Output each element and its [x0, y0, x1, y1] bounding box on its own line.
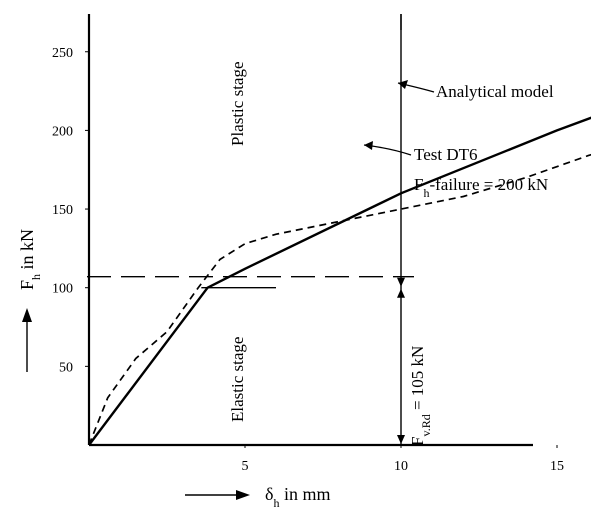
x-axis-arrow-head — [236, 490, 250, 500]
elastic-stage-label: Elastic stage — [228, 337, 247, 422]
y-tick-label: 200 — [52, 124, 73, 139]
x-axis-title: δh in mm — [265, 484, 331, 510]
test-dt6-label: Test DT6 — [414, 145, 478, 164]
x-tick-label: 10 — [394, 459, 408, 474]
failure-load-label: Fh-failure = 200 kN — [414, 175, 548, 200]
plastic-stage-label: Plastic stage — [228, 61, 247, 146]
analytical-leader-head — [398, 80, 408, 89]
divider-arrow-up — [397, 288, 405, 298]
test-dt6-curve — [88, 153, 591, 446]
f-vrd-label: Fv.Rd = 105 kN — [408, 346, 433, 446]
y-tick-label: 250 — [52, 46, 73, 61]
axes: 51015202550100150200250 — [52, 14, 564, 474]
series-layer — [88, 116, 591, 446]
y-tick-label: 150 — [52, 203, 73, 218]
y-axis-arrow-head — [22, 308, 32, 322]
x-tick-label: 5 — [242, 459, 249, 474]
analytical-model-curve — [88, 116, 591, 446]
y-axis-title: Fh in kN — [17, 229, 43, 290]
divider-arrow-bottom — [397, 435, 405, 444]
test-leader-head — [364, 141, 373, 150]
divider-arrow-down — [397, 277, 405, 287]
reference-lines — [87, 14, 414, 445]
y-tick-label: 100 — [52, 282, 73, 297]
y-tick-label: 50 — [59, 360, 73, 375]
labels-layer: Analytical model Test DT6 Fh-failure = 200… — [17, 61, 554, 510]
x-tick-label: 15 — [550, 459, 564, 474]
analytical-model-label: Analytical model — [436, 82, 554, 101]
